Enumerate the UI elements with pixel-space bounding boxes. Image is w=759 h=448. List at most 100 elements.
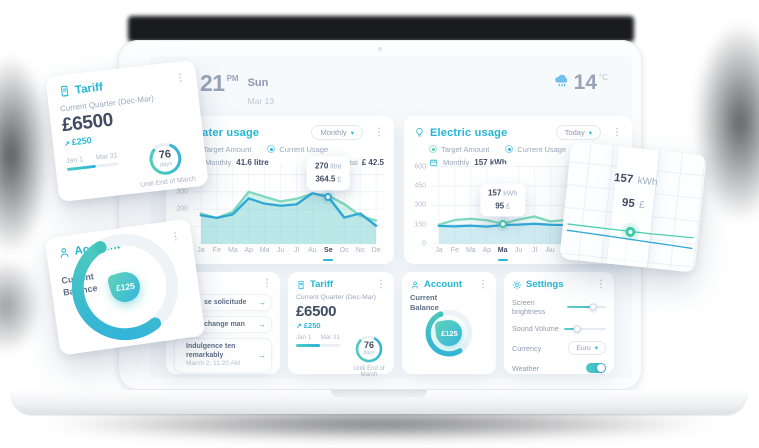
tariff-delta: ↗£250 [296,321,321,330]
tariff-footnote: Until End of March [353,366,385,378]
chart-plot-area[interactable]: 270 litre 364.5 £ [193,156,384,244]
volume-slider[interactable] [564,325,606,332]
arrow-right-icon: → [258,298,266,308]
tariff-subtitle: Current Quarter (Dec-Mar) [296,294,377,301]
radio-icon[interactable] [505,145,514,153]
weather-toggle[interactable] [586,363,606,373]
month-label[interactable]: Ju [514,247,523,254]
card-title: Settings [526,279,564,290]
period-end: Mar 31 [95,152,119,162]
weather-widget: 14 °C [553,72,608,93]
tariff-card: Tariff ⋮ Current Quarter (Dec-Mar) £6500… [288,272,394,378]
calendar-icon [429,158,438,167]
month-label[interactable]: Ja [197,247,205,254]
range-dropdown[interactable]: Monthly ▾ [311,125,363,140]
floating-tariff-card[interactable]: Tariff ⋮ Current Quarter (Dec-Mar) £6500… [45,59,209,203]
month-label[interactable]: Ma [259,247,270,254]
month-label[interactable]: Ja [435,247,443,254]
floating-electric-zoom-card[interactable]: 157 kWh 95 £ [559,141,707,273]
chart-tooltip: 270 litre 364.5 £ [306,156,350,191]
month-label[interactable]: Fe [212,247,221,254]
water-usage-panel: Water usage Monthly ▾ ⋮ Target Amount Cu… [166,116,394,264]
person-icon [57,245,72,260]
kebab-menu-icon[interactable]: ⋮ [478,278,488,290]
card-title: Tariff [310,279,334,290]
legend-current-usage[interactable]: Current Usage [267,145,328,154]
settings-card: Settings ⋮ Screen brightness Sound Volum… [504,272,614,374]
y-axis-labels: 600 450 300 150 0 [414,163,426,248]
card-title: Tariff [74,80,104,97]
weekday: Sun [247,77,269,89]
receipt-icon [296,280,306,290]
balance-gauge: £125 [71,233,190,341]
month-label[interactable]: Se [320,247,336,258]
selected-point-marker[interactable] [324,193,333,202]
month-label[interactable]: Ju [276,247,285,254]
tariff-footnote: Until End of March [139,175,197,189]
laptop-notch [331,390,427,398]
gear-icon [512,280,522,290]
radio-icon[interactable] [429,145,437,153]
clock: 21 PM Sun Mar 13 [200,72,274,110]
volume-label: Sound Volume [512,324,559,333]
month-label[interactable]: Jl [293,247,300,254]
kebab-menu-icon[interactable]: ⋮ [174,71,186,84]
increase-arrow-icon: ↗ [296,323,302,330]
notification-item[interactable]: Indulgence ten remarkably March 2, 11.20… [174,338,272,373]
chevron-down-icon: ▾ [594,345,598,352]
month-label[interactable]: De [371,247,381,254]
brightness-label: Screen brightness [512,298,546,316]
balance-label: Current Balance [410,293,439,312]
account-card: Account ⋮ Current Balance £125 [402,272,496,374]
month-label[interactable]: Fe [450,247,459,254]
month-label[interactable]: Ma [465,247,476,254]
month-label[interactable]: No [355,247,365,254]
background-shadow [0,258,42,354]
period-start: Jan 1 [296,334,312,341]
currency-label: Currency [512,343,542,353]
background-shadow [694,22,759,222]
days-remaining-ring: 76 days [145,139,185,179]
temperature-unit: °C [599,73,608,82]
time-meridiem: PM [226,74,239,83]
radio-icon[interactable] [267,145,276,153]
zoomed-chart [559,202,705,264]
range-dropdown[interactable]: Today ▾ [555,125,601,140]
receipt-icon [57,84,71,98]
kebab-menu-icon[interactable]: ⋮ [262,278,272,289]
kebab-menu-icon[interactable]: ⋮ [612,126,622,138]
selected-point-marker[interactable] [498,219,507,228]
month-label[interactable]: Ap [482,247,491,254]
month-label[interactable]: Ma [495,247,511,258]
month-label[interactable]: Ap [244,247,253,254]
currency-dropdown[interactable]: Euro ▾ [568,341,606,355]
legend-current-usage[interactable]: Current Usage [505,145,566,154]
temperature-value: 14 [573,71,598,94]
month-label[interactable]: Ma [227,247,238,254]
legend-target-amount[interactable]: Target Amount [429,145,489,154]
increase-arrow-icon: ↗ [63,140,71,149]
kebab-menu-icon[interactable]: ⋮ [376,278,386,290]
month-label[interactable]: Oc [339,247,349,254]
weather-label: Weather [512,363,540,373]
slider-knob[interactable] [573,325,581,332]
gauge-knob [438,311,444,318]
kebab-menu-icon[interactable]: ⋮ [374,126,384,138]
zoom-tooltip: 157 kWh 95 £ [613,171,659,212]
rain-cloud-icon [553,72,570,89]
brightness-slider[interactable] [566,303,606,311]
background-shadow [0,55,50,255]
arrow-right-icon: → [258,320,266,330]
month-label[interactable]: Au [546,247,555,254]
kebab-menu-icon[interactable]: ⋮ [596,278,606,290]
background-shadow [128,16,634,42]
month-label[interactable]: Au [308,247,317,254]
month-label[interactable]: Jl [531,247,538,254]
gauge-knob [94,241,107,254]
slider-knob[interactable] [589,303,597,311]
card-title: Account [424,279,462,290]
date: Mar 13 [247,96,275,107]
dashboard-screen: 21 PM Sun Mar 13 14 °C [150,56,632,378]
